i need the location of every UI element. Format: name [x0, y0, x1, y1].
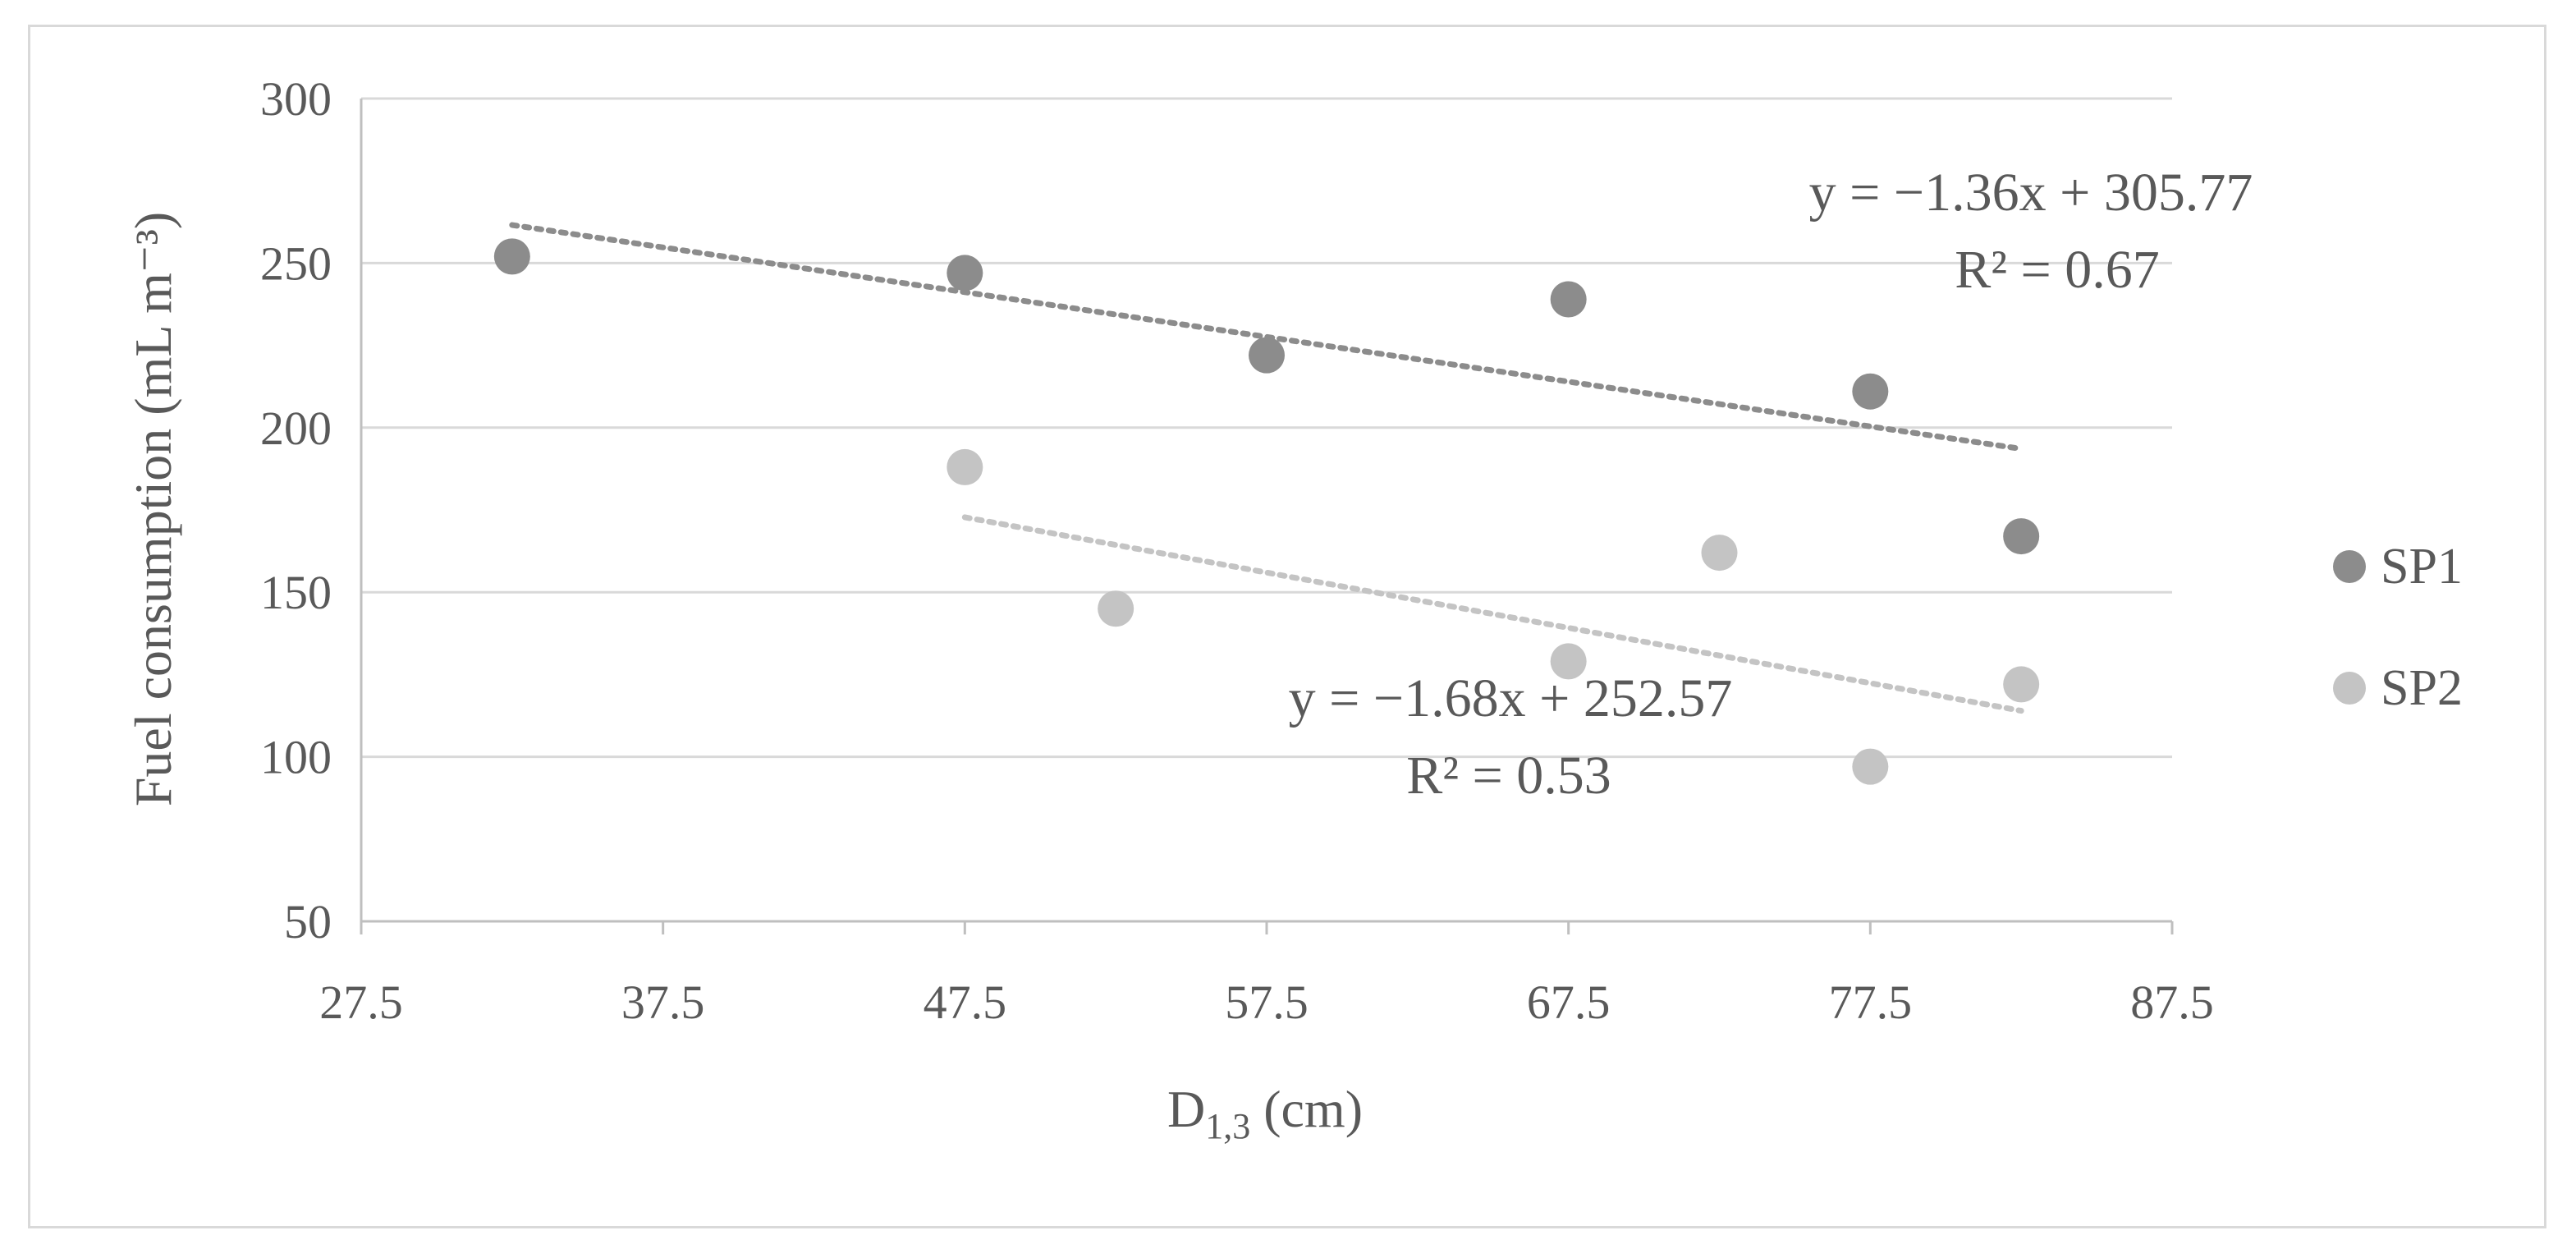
x-tick-label-37.5: 37.5 [621, 976, 705, 1029]
sp1-point-2 [947, 255, 983, 291]
sp2-r-squared: R² = 0.53 [1406, 746, 1611, 806]
sp1-trendline [512, 225, 2021, 449]
sp1-point-4 [1551, 281, 1587, 317]
y-tick-label-50: 50 [284, 895, 332, 948]
sp1-point-3 [1249, 337, 1285, 374]
x-axis-title: D1,3 (cm) [1167, 1080, 1363, 1146]
x-axis-title-subscript: 1,3 [1205, 1106, 1250, 1146]
sp1-r-squared: R² = 0.67 [1955, 240, 2160, 300]
y-tick-label-250: 250 [260, 236, 332, 290]
data-points [494, 238, 2039, 784]
legend-marker-sp1 [2333, 550, 2366, 583]
x-tick-label-47.5: 47.5 [924, 976, 1007, 1029]
y-tick-label-100: 100 [260, 731, 332, 784]
sp1-point-6 [2003, 518, 2039, 554]
sp2-point-1 [947, 449, 983, 485]
sp1-point-5 [1852, 374, 1888, 410]
legend: SP1 SP2 [2333, 539, 2463, 716]
y-axis-title: Fuel consumption (mL m⁻³) [124, 212, 182, 806]
scatter-chart: 50 100 150 200 250 300 27.5 37.5 47.5 57.5 67.5 77.… [0, 0, 2576, 1258]
sp1-point-1 [494, 238, 530, 274]
sp2-point-5 [1852, 749, 1888, 785]
sp1-equation: y = −1.36x + 305.77 [1809, 163, 2253, 223]
sp2-equation: y = −1.68x + 252.57 [1289, 668, 1733, 728]
y-tick-label-150: 150 [260, 566, 332, 619]
y-tick-label-300: 300 [260, 72, 332, 126]
x-axis-title-units: (cm) [1250, 1080, 1363, 1138]
legend-label-sp1: SP1 [2381, 539, 2463, 595]
legend-marker-sp2 [2333, 672, 2366, 705]
legend-label-sp2: SP2 [2381, 660, 2463, 716]
x-tick-label-27.5: 27.5 [319, 976, 403, 1029]
sp2-point-6 [2003, 666, 2039, 702]
trendlines [512, 225, 2021, 711]
sp2-point-4 [1702, 535, 1738, 571]
sp2-point-2 [1098, 590, 1134, 627]
x-tick-label-87.5: 87.5 [2130, 976, 2214, 1029]
x-tick-label-57.5: 57.5 [1225, 976, 1309, 1029]
x-tick-label-67.5: 67.5 [1527, 976, 1611, 1029]
x-axis-title-main: D [1167, 1080, 1205, 1138]
y-tick-label-200: 200 [260, 402, 332, 455]
x-tick-label-77.5: 77.5 [1829, 976, 1913, 1029]
